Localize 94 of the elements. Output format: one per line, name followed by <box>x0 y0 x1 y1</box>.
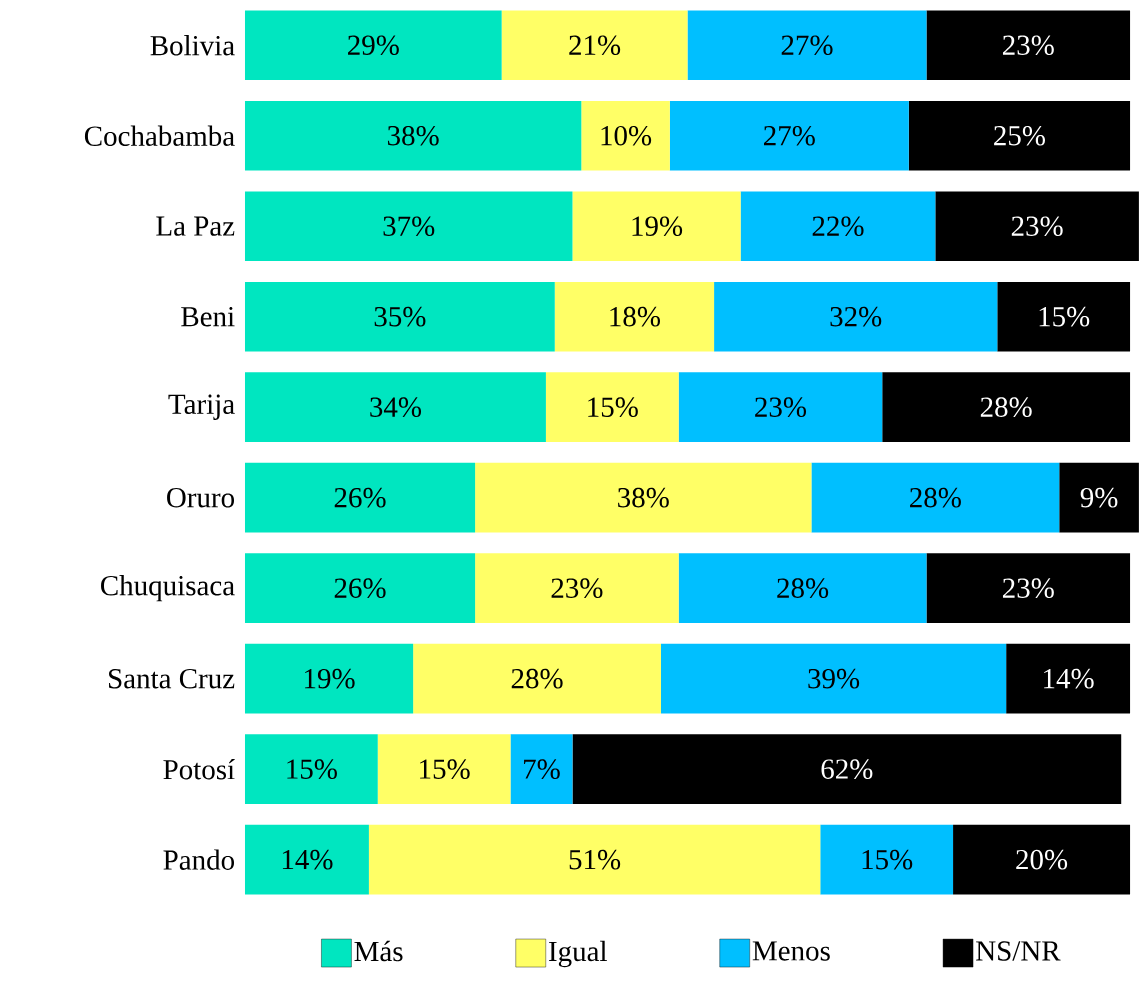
data-label: 15% <box>287 759 337 780</box>
data-label: 51% <box>569 849 621 870</box>
bar <box>244 462 476 533</box>
data-label: 38% <box>387 125 439 146</box>
data-label: 15% <box>1039 306 1090 327</box>
bar <box>1059 462 1139 533</box>
data-label: 35% <box>374 306 426 327</box>
bar <box>1006 643 1131 714</box>
y-tick-label: Tarija <box>168 394 235 420</box>
data-label: 22% <box>812 216 864 237</box>
data-label: 32% <box>830 306 882 327</box>
bar <box>935 191 1139 262</box>
y-tick-label: Chuquisaca <box>101 575 235 602</box>
bar <box>545 372 679 443</box>
data-label: 28% <box>511 668 563 689</box>
bar <box>820 824 954 895</box>
data-label: 14% <box>1044 668 1094 689</box>
data-label: 29% <box>348 35 399 56</box>
y-tick-label: Pando <box>163 849 235 870</box>
data-label: 37% <box>383 216 435 237</box>
data-label: 28% <box>910 487 961 508</box>
bar <box>581 100 670 171</box>
bar <box>244 372 546 443</box>
y-tick-label: Cochabamba <box>84 125 235 146</box>
data-label: 25% <box>994 125 1046 146</box>
data-label: 27% <box>781 35 833 56</box>
data-label: 28% <box>980 397 1032 418</box>
bar <box>678 553 927 624</box>
data-label: 26% <box>334 487 386 508</box>
bar <box>475 553 679 624</box>
data-label: 62% <box>821 759 873 780</box>
data-label: 7% <box>524 759 560 780</box>
bar <box>908 100 1131 171</box>
bar <box>554 281 715 352</box>
bar <box>413 643 661 714</box>
bar <box>510 734 573 805</box>
bar <box>882 372 1131 443</box>
bar <box>244 734 378 805</box>
y-tick-label: Potosí <box>163 759 235 780</box>
legend-label: Igual <box>549 940 607 968</box>
legend-label: Más <box>354 940 403 962</box>
bar <box>244 10 502 81</box>
data-label: 18% <box>610 306 661 327</box>
bar <box>501 10 688 81</box>
data-label: 20% <box>1016 849 1068 870</box>
y-tick-label: Oruro <box>167 488 235 508</box>
data-label: 15% <box>420 759 470 780</box>
legend-label: Menos <box>752 941 830 961</box>
bar <box>926 553 1131 624</box>
y-tick-label: Santa Cruz <box>109 669 235 689</box>
bar <box>244 553 476 624</box>
y-tick-label: Bolivia <box>150 35 235 56</box>
data-label: 14% <box>282 849 333 870</box>
bar <box>714 281 998 352</box>
bar <box>740 191 936 262</box>
bar <box>660 643 1007 714</box>
bar <box>572 734 1122 805</box>
bar <box>926 10 1131 81</box>
bar <box>244 191 573 262</box>
data-label: 23% <box>1002 35 1054 56</box>
bar <box>368 824 821 895</box>
data-label: 10% <box>601 125 652 146</box>
bar <box>811 462 1060 533</box>
bar <box>475 462 812 533</box>
data-label: 19% <box>305 668 355 689</box>
data-label: 21% <box>569 35 621 56</box>
bar <box>953 824 1131 895</box>
data-label: 28% <box>777 578 829 599</box>
data-label: 19% <box>632 216 683 237</box>
bar <box>572 191 741 262</box>
bar <box>244 281 555 352</box>
y-tick-label: Beni <box>181 307 235 327</box>
bar <box>687 10 927 81</box>
data-label: 27% <box>764 125 815 146</box>
data-label: 23% <box>755 397 807 418</box>
data-label: 9% <box>1080 487 1118 508</box>
data-label: 26% <box>334 578 386 599</box>
bar <box>244 643 414 714</box>
bar <box>997 281 1131 352</box>
data-label: 23% <box>551 578 603 599</box>
data-label: 15% <box>862 849 913 870</box>
y-tick-label: La Paz <box>156 216 235 236</box>
bar <box>244 824 369 895</box>
data-label: 34% <box>370 397 422 418</box>
data-label: 39% <box>808 668 860 689</box>
data-label: 15% <box>588 397 638 418</box>
data-label: 38% <box>618 487 669 508</box>
bar <box>244 100 582 171</box>
legend-label: NS/NR <box>976 941 1061 961</box>
bar <box>377 734 511 805</box>
data-label: 23% <box>1011 216 1063 237</box>
bar <box>678 372 883 443</box>
bar <box>669 100 909 171</box>
data-label: 23% <box>1002 578 1054 599</box>
